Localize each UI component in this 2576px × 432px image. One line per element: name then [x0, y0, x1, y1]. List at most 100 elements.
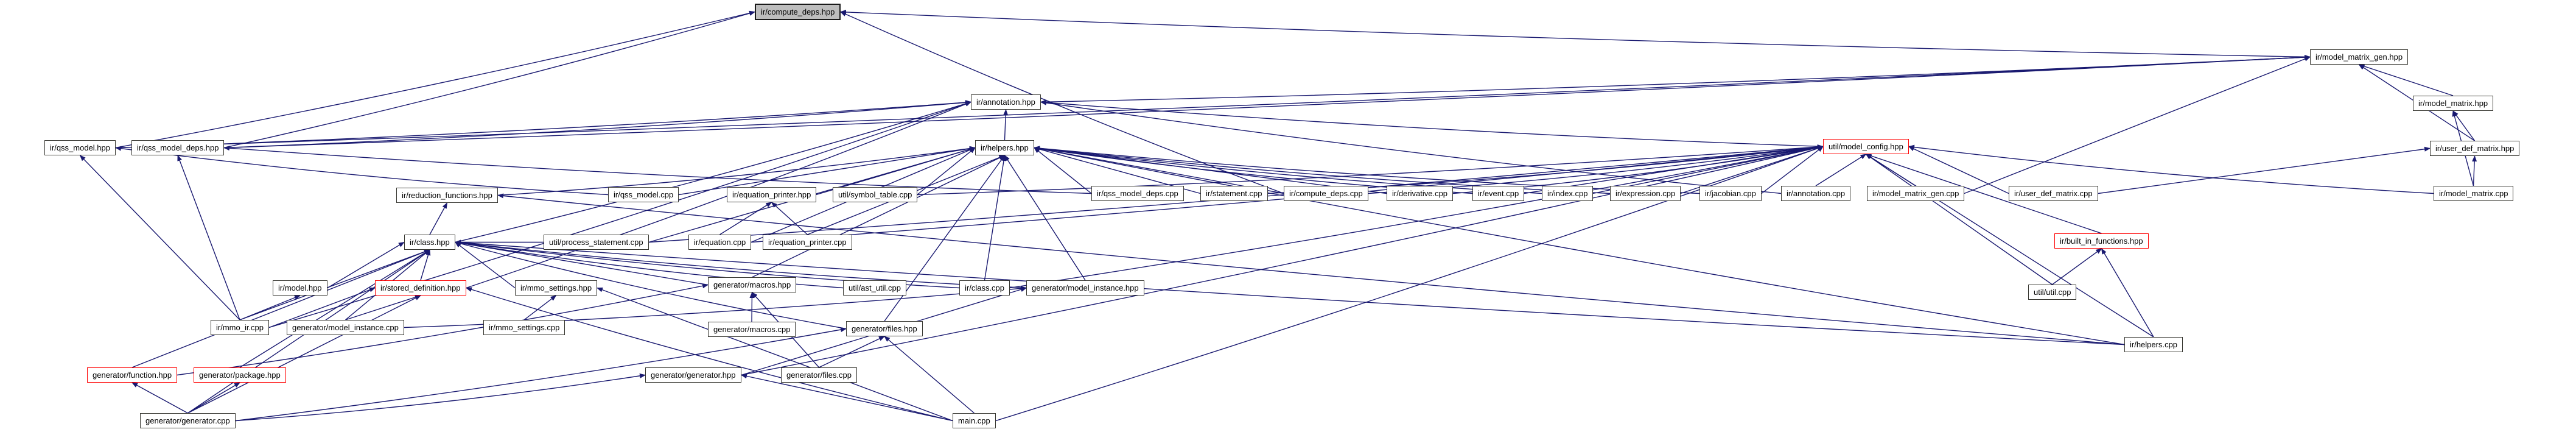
graph-node-event-cpp[interactable]: ir/event.cpp — [1472, 186, 1525, 201]
graph-node-stored-definition-hpp[interactable]: ir/stored_definition.hpp — [375, 280, 466, 296]
graph-node-equation-printer-hpp[interactable]: ir/equation_printer.hpp — [727, 187, 817, 202]
graph-node-generator-hpp[interactable]: generator/generator.hpp — [645, 367, 741, 383]
graph-node-qss-model-deps-cpp[interactable]: ir/qss_model_deps.cpp — [1091, 186, 1184, 201]
graph-node-index-cpp[interactable]: ir/index.cpp — [1542, 186, 1594, 201]
graph-node-helpers-hpp[interactable]: ir/helpers.hpp — [975, 140, 1034, 155]
edge — [2052, 248, 2102, 285]
graph-node-process-statement-cpp[interactable]: util/process_statement.cpp — [544, 235, 649, 250]
graph-node-class-cpp[interactable]: ir/class.cpp — [959, 280, 1010, 296]
edge — [678, 146, 976, 196]
graph-node-mmo-settings-hpp[interactable]: ir/mmo_settings.hpp — [515, 280, 598, 296]
graph-node-derivative-cpp[interactable]: ir/derivative.cpp — [1387, 186, 1454, 201]
graph-node-symbol-table-cpp[interactable]: util/symbol_table.cpp — [833, 187, 918, 202]
edge — [466, 101, 971, 289]
edge — [131, 249, 430, 368]
edge — [771, 202, 808, 235]
graph-node-ast-util-cpp[interactable]: util/ast_util.cpp — [843, 280, 906, 296]
edge — [741, 145, 1824, 376]
edge — [79, 155, 240, 320]
edge — [345, 294, 421, 320]
edge — [1865, 154, 2053, 285]
edge — [131, 382, 188, 414]
graph-node-model-matrix-gen-hpp[interactable]: ir/model_matrix_gen.hpp — [2310, 49, 2409, 65]
graph-node-equation-printer-cpp[interactable]: ir/equation_printer.cpp — [763, 235, 852, 250]
graph-node-main-cpp[interactable]: main.cpp — [953, 413, 996, 428]
graph-node-qss-model-hpp[interactable]: ir/qss_model.hpp — [44, 140, 116, 155]
graph-node-statement-cpp[interactable]: ir/statement.cpp — [1200, 186, 1268, 201]
edge — [917, 144, 1824, 196]
edge — [455, 241, 516, 289]
edge — [2358, 64, 2454, 96]
edge — [115, 100, 971, 149]
edge — [177, 283, 709, 376]
edge — [2098, 146, 2431, 194]
edge — [497, 193, 2125, 345]
edge — [497, 146, 976, 196]
edge — [1908, 144, 2434, 194]
graph-node-user-def-matrix-hpp[interactable]: ir/user_def_matrix.hpp — [2430, 141, 2520, 156]
graph-node-qss-model-deps-hpp[interactable]: ir/qss_model_deps.hpp — [131, 140, 225, 155]
edge — [115, 146, 609, 196]
graph-node-annotation-hpp[interactable]: ir/annotation.hpp — [971, 94, 1041, 110]
edge — [187, 295, 421, 414]
edge — [455, 101, 971, 243]
graph-node-built-in-functions-hpp[interactable]: ir/built_in_functions.hpp — [2054, 233, 2149, 249]
graph-node-model-matrix-hpp[interactable]: ir/model_matrix.hpp — [2413, 96, 2494, 111]
edge — [455, 241, 847, 330]
edge — [1040, 100, 1782, 194]
graph-node-equation-cpp[interactable]: ir/equation.cpp — [688, 235, 752, 250]
graph-node-model-matrix-gen-cpp[interactable]: ir/model_matrix_gen.cpp — [1867, 186, 1965, 201]
edge — [523, 295, 557, 320]
edge — [884, 336, 975, 414]
edge — [187, 382, 240, 414]
edge — [2101, 248, 2154, 338]
edge — [840, 9, 2311, 58]
edge — [1908, 146, 2009, 194]
graph-node-package-hpp[interactable]: generator/package.hpp — [194, 367, 286, 383]
graph-node-model-matrix-cpp[interactable]: ir/model_matrix.cpp — [2434, 186, 2514, 201]
edge — [235, 327, 847, 422]
edge — [115, 10, 755, 149]
edge — [466, 287, 953, 422]
graph-node-files-hpp[interactable]: generator/files.hpp — [846, 321, 923, 336]
graph-node-expression-cpp[interactable]: ir/expression.cpp — [1610, 186, 1681, 201]
graph-node-model-config-hpp[interactable]: util/model_config.hpp — [1823, 139, 1909, 154]
edge — [429, 202, 448, 235]
graph-node-reduction-functions-hpp[interactable]: ir/reduction_functions.hpp — [396, 188, 498, 203]
graph-node-user-def-matrix-cpp[interactable]: ir/user_def_matrix.cpp — [2009, 186, 2098, 201]
graph-node-compute-deps-hpp[interactable]: ir/compute_deps.hpp — [755, 4, 841, 20]
graph-node-class-hpp[interactable]: ir/class.hpp — [404, 235, 455, 250]
graph-node-model-instance-cpp[interactable]: generator/model_instance.cpp — [287, 320, 404, 335]
edge — [1034, 146, 1542, 194]
graph-node-helpers-cpp[interactable]: ir/helpers.cpp — [2124, 337, 2183, 352]
edge — [1964, 56, 2311, 194]
edge — [1865, 154, 2102, 234]
edge — [223, 146, 1092, 194]
graph-node-util-cpp[interactable]: util/util.cpp — [2028, 285, 2077, 300]
graph-node-model-hpp[interactable]: ir/model.hpp — [273, 280, 327, 296]
edge — [239, 249, 430, 368]
graph-node-files-cpp[interactable]: generator/files.cpp — [781, 367, 857, 383]
edge — [455, 240, 2125, 345]
edge — [223, 100, 971, 149]
edge — [719, 202, 772, 235]
graph-node-qss-model-cpp[interactable]: ir/qss_model.cpp — [608, 187, 679, 202]
edge — [884, 155, 1006, 322]
edge — [177, 155, 240, 320]
graph-node-macros-hpp[interactable]: generator/macros.hpp — [708, 277, 797, 292]
graph-node-mmo-settings-cpp[interactable]: ir/mmo_settings.cpp — [483, 320, 565, 335]
graph-node-jacobian-cpp[interactable]: ir/jacobian.cpp — [1699, 186, 1762, 201]
edge — [1815, 154, 1867, 186]
graph-node-generator-cpp[interactable]: generator/generator.cpp — [140, 413, 236, 428]
graph-node-mmo-ir-cpp[interactable]: ir/mmo_ir.cpp — [211, 320, 270, 335]
edge — [235, 373, 646, 422]
graph-node-model-instance-hpp[interactable]: generator/model_instance.hpp — [1026, 280, 1144, 296]
edge — [455, 240, 1027, 289]
edge — [2452, 110, 2476, 141]
graph-node-compute-deps-cpp[interactable]: ir/compute_deps.cpp — [1284, 186, 1368, 201]
graph-node-annotation-cpp[interactable]: ir/annotation.cpp — [1781, 186, 1851, 201]
graph-node-function-hpp[interactable]: generator/function.hpp — [87, 367, 178, 383]
edge — [268, 287, 376, 328]
graph-node-macros-cpp[interactable]: generator/macros.cpp — [708, 322, 796, 337]
